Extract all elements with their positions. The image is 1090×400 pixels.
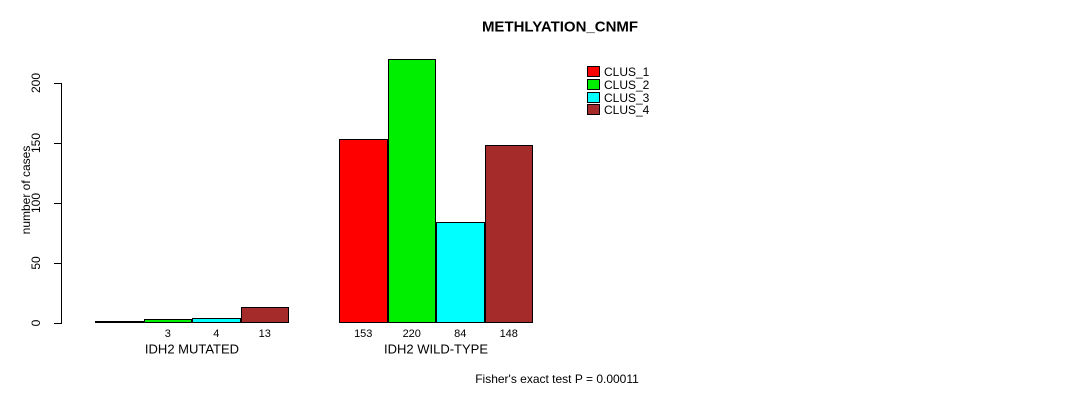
y-axis-label: number of cases bbox=[19, 145, 33, 235]
bar-idh2-mutated-clus-4 bbox=[240, 307, 289, 323]
legend-label-clus-3: CLUS_3 bbox=[604, 90, 650, 105]
bar-value-label-idh2-wild-type-clus-1: 153 bbox=[354, 328, 373, 340]
group-label-idh2-wild-type: IDH2 WILD-TYPE bbox=[383, 341, 489, 357]
legend-label-clus-1: CLUS_1 bbox=[604, 65, 650, 79]
bar-idh2-wild-type-clus-2 bbox=[387, 59, 436, 323]
bar-value-label-idh2-wild-type-clus-3: 84 bbox=[454, 328, 467, 340]
bar-idh2-mutated-clus-2 bbox=[143, 319, 192, 323]
chart-title: METHLYATION_CNMF bbox=[481, 18, 639, 36]
bar-idh2-wild-type-clus-1 bbox=[339, 139, 388, 323]
fisher-exact-test-note: Fisher's exact test P = 0.00011 bbox=[475, 372, 639, 386]
bar-idh2-mutated-clus-3 bbox=[192, 318, 241, 323]
bar-idh2-mutated-clus-1 bbox=[95, 321, 144, 323]
y-tick-label-50: 50 bbox=[29, 256, 43, 270]
bar-idh2-wild-type-clus-3 bbox=[436, 222, 485, 323]
group-label-idh2-mutated: IDH2 MUTATED bbox=[144, 341, 240, 357]
bar-value-label-idh2-mutated-clus-3: 4 bbox=[213, 328, 220, 340]
y-tick-label-0: 0 bbox=[29, 319, 43, 327]
y-tick-mark-200 bbox=[54, 83, 61, 84]
legend-label-clus-2: CLUS_2 bbox=[604, 77, 650, 92]
y-tick-label-200: 200 bbox=[29, 72, 43, 94]
legend-swatch-clus-3 bbox=[587, 91, 600, 103]
y-tick-mark-0 bbox=[54, 323, 61, 324]
bar-value-label-idh2-mutated-clus-4: 13 bbox=[258, 328, 271, 340]
y-tick-mark-50 bbox=[54, 263, 61, 264]
bar-value-label-idh2-mutated-clus-2: 3 bbox=[164, 328, 171, 340]
y-axis-line bbox=[61, 83, 62, 324]
legend-swatch-clus-2 bbox=[587, 78, 600, 90]
y-tick-label-150: 150 bbox=[29, 132, 43, 154]
bar-idh2-wild-type-clus-4 bbox=[484, 145, 533, 323]
y-tick-label-100: 100 bbox=[29, 192, 43, 214]
legend-swatch-clus-4 bbox=[587, 104, 600, 116]
bar-value-label-idh2-wild-type-clus-2: 220 bbox=[402, 328, 421, 340]
y-tick-mark-150 bbox=[54, 143, 61, 144]
legend-label-clus-4: CLUS_4 bbox=[604, 103, 650, 118]
y-tick-mark-100 bbox=[54, 203, 61, 204]
bar-value-label-idh2-wild-type-clus-4: 148 bbox=[499, 328, 518, 340]
legend-swatch-clus-1 bbox=[587, 66, 600, 77]
